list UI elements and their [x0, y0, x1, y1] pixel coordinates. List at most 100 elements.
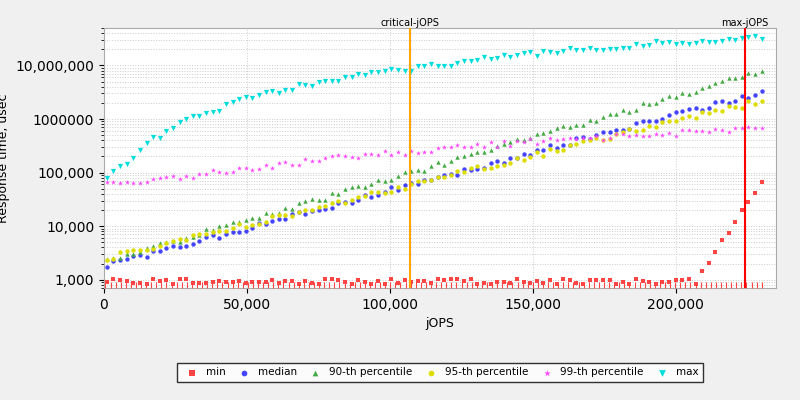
Point [699, 282, 712, 288]
Point [399, 282, 412, 288]
90-th percentile [372, 177, 385, 183]
Point [710, 282, 722, 288]
Point [272, 282, 285, 288]
95-th percentile [729, 104, 742, 110]
95-th percentile [709, 106, 722, 113]
90-th percentile [299, 197, 312, 204]
Point [486, 282, 498, 288]
90-th percentile [378, 178, 391, 184]
99-th percentile [292, 161, 305, 168]
95-th percentile [306, 207, 318, 214]
90-th percentile [431, 159, 444, 165]
Point [404, 282, 417, 288]
Point [328, 282, 341, 288]
99-th percentile [200, 170, 213, 177]
median [451, 172, 464, 178]
Point [750, 282, 763, 288]
95-th percentile [299, 207, 312, 213]
90-th percentile [530, 131, 543, 138]
90-th percentile [292, 199, 305, 206]
median [682, 106, 695, 112]
99-th percentile [418, 149, 430, 156]
95-th percentile [563, 142, 576, 148]
max [544, 49, 557, 56]
min [226, 279, 239, 286]
min [332, 276, 345, 283]
95-th percentile [219, 227, 232, 234]
max [458, 58, 470, 64]
95-th percentile [206, 228, 219, 235]
max [219, 101, 232, 107]
median [610, 127, 622, 133]
99-th percentile [696, 128, 709, 135]
median [292, 209, 305, 215]
min [411, 278, 424, 284]
99-th percentile [226, 169, 239, 175]
min [471, 280, 484, 287]
min [510, 276, 523, 283]
99-th percentile [299, 156, 312, 162]
max [286, 87, 298, 94]
99-th percentile [504, 143, 517, 149]
99-th percentile [563, 135, 576, 142]
90-th percentile [405, 168, 418, 174]
Point [654, 282, 666, 288]
90-th percentile [398, 169, 411, 175]
90-th percentile [537, 130, 550, 136]
median [239, 228, 252, 234]
95-th percentile [662, 117, 675, 124]
median [391, 186, 404, 193]
median [490, 158, 503, 164]
Point [231, 282, 244, 288]
min [186, 280, 199, 286]
median [616, 127, 629, 133]
median [352, 197, 365, 203]
Point [735, 282, 748, 288]
95-th percentile [352, 193, 365, 200]
99-th percentile [676, 127, 689, 134]
99-th percentile [266, 164, 278, 171]
95-th percentile [464, 164, 477, 171]
95-th percentile [378, 190, 391, 196]
max [603, 46, 616, 52]
90-th percentile [577, 122, 590, 128]
Point [389, 282, 402, 288]
max [405, 68, 418, 74]
Point [730, 282, 742, 288]
min [616, 279, 629, 285]
99-th percentile [662, 130, 675, 136]
99-th percentile [670, 132, 682, 139]
min [134, 280, 146, 286]
median [365, 193, 378, 200]
95-th percentile [180, 237, 193, 243]
90-th percentile [418, 168, 430, 174]
90-th percentile [643, 101, 656, 107]
99-th percentile [570, 136, 583, 142]
99-th percentile [154, 175, 166, 181]
99-th percentile [557, 136, 570, 142]
max [226, 99, 239, 105]
min [563, 276, 576, 283]
95-th percentile [405, 181, 418, 187]
min [385, 276, 398, 282]
min [438, 276, 450, 283]
Point [323, 282, 336, 288]
90-th percentile [570, 122, 583, 128]
95-th percentile [524, 154, 537, 160]
median [438, 172, 450, 178]
Point [282, 282, 295, 288]
90-th percentile [490, 142, 503, 149]
90-th percentile [670, 94, 682, 100]
95-th percentile [656, 118, 669, 125]
Point [684, 282, 697, 288]
Point [267, 282, 280, 288]
median [431, 174, 444, 180]
95-th percentile [114, 249, 126, 255]
max [563, 45, 576, 51]
max [292, 81, 305, 88]
max [689, 39, 702, 46]
Point [470, 282, 483, 288]
max [630, 41, 642, 48]
Point [292, 282, 305, 288]
median [166, 242, 179, 249]
